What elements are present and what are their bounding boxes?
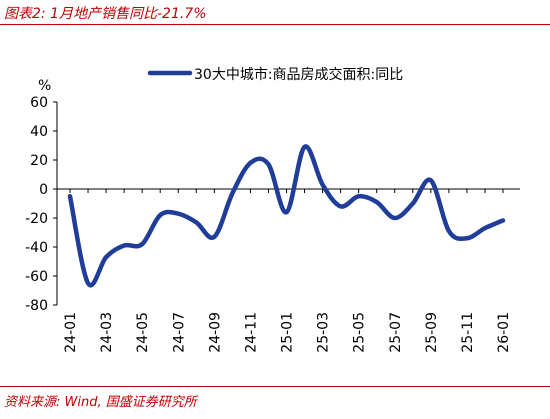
legend-label: 30大中城市:商品房成交面积:同比 bbox=[194, 66, 403, 83]
figure-title: 图表2: 1月地产销售同比-21.7% bbox=[4, 6, 207, 22]
legend: 30大中城市:商品房成交面积:同比 bbox=[147, 66, 403, 83]
y-tick-label: 40 bbox=[30, 124, 48, 140]
x-tick-label: 26-01 bbox=[496, 312, 512, 353]
footer-rule bbox=[0, 386, 550, 387]
x-tick-label: 24-07 bbox=[171, 312, 187, 353]
x-tick-label: 25-05 bbox=[352, 312, 368, 353]
axes bbox=[56, 102, 520, 305]
y-tick-label: -60 bbox=[25, 269, 48, 285]
x-tick-label: 24-05 bbox=[135, 312, 151, 353]
series-layer bbox=[67, 144, 506, 288]
x-tick-label: 25-07 bbox=[388, 312, 404, 353]
x-tick-label: 24-01 bbox=[63, 312, 79, 353]
x-tick-label: 25-11 bbox=[460, 312, 476, 353]
source-note: 资料来源: Wind, 国盛证券研究所 bbox=[4, 395, 197, 410]
y-axis-unit-label: % bbox=[38, 78, 51, 94]
x-tick-label: 24-03 bbox=[99, 312, 115, 353]
y-axis-ticks: -80 -60 -40 -20 0 20 40 60 bbox=[25, 95, 57, 314]
x-tick-label: 25-09 bbox=[424, 312, 440, 353]
x-tick-label: 24-09 bbox=[207, 312, 223, 353]
series-line bbox=[67, 144, 506, 288]
y-tick-label: -20 bbox=[25, 211, 48, 227]
x-tick-label: 24-11 bbox=[243, 312, 259, 353]
y-tick-label: 0 bbox=[39, 182, 48, 198]
line-chart: 30大中城市:商品房成交面积:同比 % -80-60-40-200204060 … bbox=[25, 66, 520, 353]
x-tick-label: 25-03 bbox=[316, 312, 332, 353]
y-tick-label: 20 bbox=[30, 153, 48, 169]
y-tick-label: -40 bbox=[25, 240, 48, 256]
y-tick-label: -80 bbox=[25, 298, 48, 314]
title-rule bbox=[0, 24, 550, 25]
x-tick-label: 25-01 bbox=[280, 312, 296, 353]
y-tick-label: 60 bbox=[30, 95, 48, 111]
